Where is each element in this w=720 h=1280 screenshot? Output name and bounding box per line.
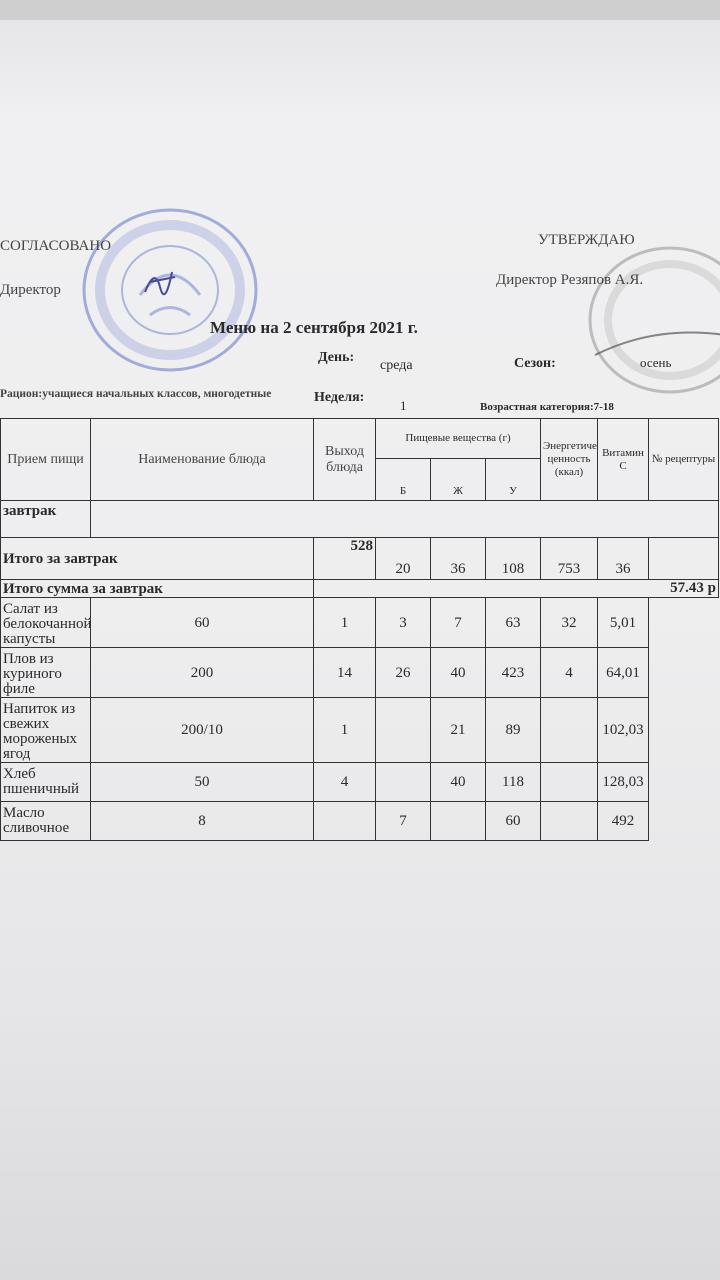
week-value: 1 [400,398,407,413]
sum-value: 57.43 р [313,579,719,598]
cell-fat [375,697,431,763]
total-fat: 36 [430,537,486,580]
sum-label: Итого сумма за завтрак [0,579,314,598]
col-fat: Ж [430,458,486,501]
col-output: Выход блюда [313,418,376,501]
col-protein: Б [375,458,431,501]
col-vitamin: Витамин С [597,418,649,501]
total-label: Итого за завтрак [0,537,314,580]
cell-vitamin [540,697,598,763]
agreed-title: СОГЛАСОВАНО [0,238,112,254]
cell-protein: 1 [313,597,376,648]
season-value: осень [640,355,672,370]
meal-name: завтрак [0,500,91,538]
total-recipe [648,537,719,580]
cell-energy: 423 [485,647,541,698]
menu-table: Прием пищи Наименование блюда Выход блюд… [0,418,719,841]
ration-text: Рацион:учащиеся начальных классов, много… [0,388,272,400]
round-stamp-right [588,246,720,394]
table-row: Хлеб пшеничный 50 4 40 118 128,03 [0,762,719,802]
approved-signer: Директор Резяпов А.Я. [496,272,644,288]
cell-carbs: 21 [430,697,486,763]
cell-protein: 4 [313,762,376,802]
cell-protein: 1 [313,697,376,763]
cell-vitamin [540,801,598,841]
cell-vitamin: 4 [540,647,598,698]
col-meal: Прием пищи [0,418,91,501]
approved-title: УТВЕРЖДАЮ [538,232,635,248]
total-output: 528 [313,537,376,580]
total-vitamin: 36 [597,537,649,580]
cell-recipe: 492 [597,801,649,841]
cell-recipe: 5,01 [597,597,649,648]
cell-energy: 118 [485,762,541,802]
cell-vitamin: 32 [540,597,598,648]
age-category: Возрастная категория:7-18 [480,401,614,413]
cell-dish-name: Масло сливочное [0,801,91,841]
cell-dish-name: Хлеб пшеничный [0,762,91,802]
cell-carbs: 40 [430,647,486,698]
total-energy: 753 [540,537,598,580]
col-dish: Наименование блюда [90,418,314,501]
col-recipe: № рецептуры [648,418,719,501]
cell-energy: 63 [485,597,541,648]
cell-energy: 89 [485,697,541,763]
table-row: Напиток из свежих мороженых ягод 200/10 1 2… [0,697,719,763]
total-protein: 20 [375,537,431,580]
col-carbs: У [485,458,541,501]
signature-left [144,271,176,296]
cell-output: 200/10 [90,697,314,763]
cell-carbs [430,801,486,841]
cell-carbs: 7 [430,597,486,648]
agreed-signer: Директор [0,282,61,298]
cell-recipe: 64,01 [597,647,649,698]
cell-carbs: 40 [430,762,486,802]
cell-energy: 60 [485,801,541,841]
table-row: Плов из куриного филе 200 14 26 40 423 4 64,01 [0,647,719,698]
cell-fat: 3 [375,597,431,648]
cell-protein: 14 [313,647,376,698]
round-stamp-left [82,208,258,372]
cell-recipe: 102,03 [597,697,649,763]
cell-dish-name: Напиток из свежих мороженых ягод [0,697,91,763]
table-row: Салат из белокочанной капусты 60 1 3 7 63 32 5,… [0,597,719,648]
col-energy: Энергетическая ценность (ккал) [540,418,598,501]
cell-output: 60 [90,597,314,648]
col-nutrients: Пищевые вещества (г) [375,418,541,459]
photo-edge [0,0,720,20]
cell-fat: 26 [375,647,431,698]
cell-output: 8 [90,801,314,841]
cell-output: 200 [90,647,314,698]
blank-row [90,500,719,538]
cell-recipe: 128,03 [597,762,649,802]
day-value: среда [380,358,413,373]
cell-vitamin [540,762,598,802]
week-label: Неделя: [314,390,365,405]
page-title: Меню на 2 сентября 2021 г. [210,318,418,337]
total-carbs: 108 [485,537,541,580]
day-label: День: [318,350,355,365]
cell-output: 50 [90,762,314,802]
cell-fat [375,762,431,802]
cell-fat: 7 [375,801,431,841]
table-row: Масло сливочное 8 7 60 492 [0,801,719,841]
season-label: Сезон: [514,356,556,371]
cell-dish-name: Плов из куриного филе [0,647,91,698]
cell-dish-name: Салат из белокочанной капусты [0,597,91,648]
cell-protein [313,801,376,841]
